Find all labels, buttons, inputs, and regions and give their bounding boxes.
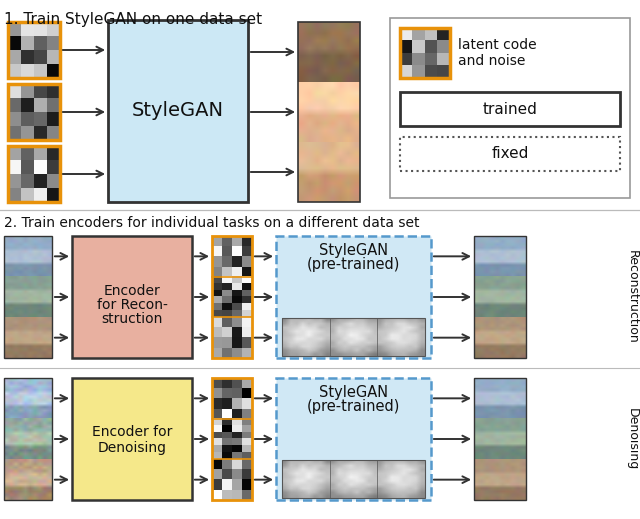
Bar [400, 137, 620, 171]
Bar [282, 460, 425, 498]
Bar [8, 22, 60, 78]
Text: trained: trained [483, 102, 538, 116]
Text: 1. Train StyleGAN on one data set: 1. Train StyleGAN on one data set [4, 12, 262, 27]
Text: and noise: and noise [458, 54, 525, 68]
Text: StyleGAN: StyleGAN [132, 102, 224, 120]
Bar [108, 20, 248, 202]
Bar [400, 92, 620, 126]
Text: StyleGAN: StyleGAN [319, 242, 388, 257]
Bar [400, 28, 450, 78]
Bar [212, 236, 252, 358]
Text: latent code: latent code [458, 38, 536, 52]
Bar [212, 378, 252, 500]
Text: StyleGAN: StyleGAN [319, 385, 388, 400]
Text: struction: struction [101, 312, 163, 326]
Text: (pre-trained): (pre-trained) [307, 256, 400, 271]
Bar [276, 236, 431, 358]
Bar [4, 236, 52, 358]
Text: Denoising: Denoising [625, 408, 639, 470]
Bar [474, 236, 526, 358]
Text: Encoder: Encoder [104, 284, 161, 298]
Bar [8, 146, 60, 202]
Bar [4, 378, 52, 500]
Bar [72, 378, 192, 500]
Text: Encoder for: Encoder for [92, 425, 172, 439]
Bar [72, 236, 192, 358]
Text: fixed: fixed [492, 146, 529, 161]
Text: Reconstruction: Reconstruction [625, 250, 639, 344]
Text: Denoising: Denoising [97, 441, 166, 455]
Bar [8, 84, 60, 140]
Text: for Recon-: for Recon- [97, 298, 168, 312]
Bar [282, 318, 425, 356]
Bar [298, 22, 360, 202]
Text: 2. Train encoders for individual tasks on a different data set: 2. Train encoders for individual tasks o… [4, 216, 419, 230]
Text: (pre-trained): (pre-trained) [307, 399, 400, 414]
Bar [276, 378, 431, 500]
Bar [474, 378, 526, 500]
Bar [390, 18, 630, 198]
